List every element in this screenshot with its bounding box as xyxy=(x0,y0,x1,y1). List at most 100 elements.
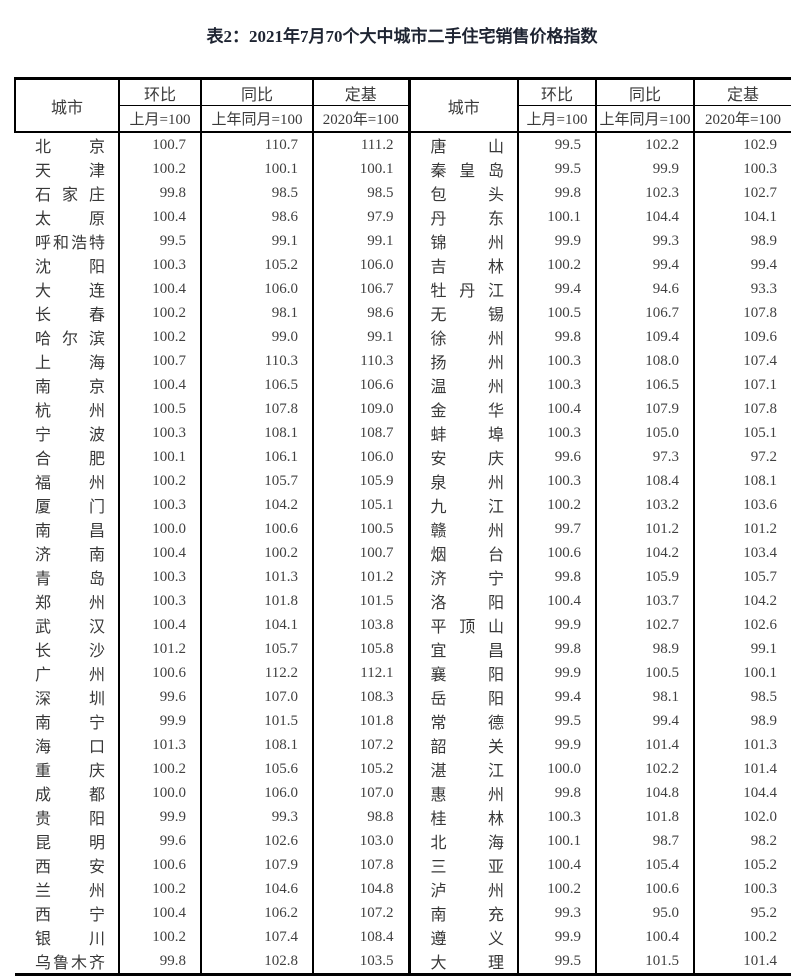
table-row: 宁波 100.3 108.1 108.7 蚌埠 100.3 105.0 105.1 xyxy=(15,421,791,445)
left-base-cell: 98.8 xyxy=(312,805,409,829)
table-row: 深圳 99.6 107.0 108.3 岳阳 99.4 98.1 98.5 xyxy=(15,685,791,709)
right-city-cell: 包头 xyxy=(407,181,518,205)
left-city-cell: 厦门 xyxy=(35,499,105,516)
left-yoy-cell: 105.7 xyxy=(200,637,313,661)
left-yoy-cell: 106.0 xyxy=(200,277,313,301)
table-row: 广州 100.6 112.2 112.1 襄阳 99.9 100.5 100.1 xyxy=(15,661,791,685)
left-yoy-cell: 100.6 xyxy=(200,517,313,541)
right-base-cell: 99.4 xyxy=(693,253,791,277)
right-base-cell: 101.4 xyxy=(693,757,791,781)
header-city-left: 城市 xyxy=(14,78,119,133)
left-mom-cell: 100.1 xyxy=(118,445,201,469)
left-yoy-cell: 104.6 xyxy=(200,877,313,901)
right-base-cell: 101.3 xyxy=(693,733,791,757)
right-yoy-cell: 106.5 xyxy=(595,373,694,397)
right-city-cell: 烟台 xyxy=(407,541,518,565)
right-yoy-cell: 107.9 xyxy=(595,397,694,421)
page-title: 表2：2021年7月70个大中城市二手住宅销售价格指数 xyxy=(206,27,598,46)
left-city-cell: 哈尔滨 xyxy=(35,331,105,348)
table-row: 昆明 99.6 102.6 103.0 北海 100.1 98.7 98.2 xyxy=(15,829,791,853)
right-yoy-cell: 101.2 xyxy=(595,517,694,541)
left-mom-cell: 99.6 xyxy=(118,685,201,709)
left-mom-cell: 100.4 xyxy=(118,901,201,925)
right-mom-cell: 99.8 xyxy=(517,637,596,661)
left-city-cell: 合肥 xyxy=(35,451,105,468)
right-base-cell: 95.2 xyxy=(693,901,791,925)
right-yoy-cell: 98.9 xyxy=(595,637,694,661)
left-base-cell: 105.2 xyxy=(312,757,409,781)
table-row: 沈阳 100.3 105.2 106.0 吉林 100.2 99.4 99.4 xyxy=(15,253,791,277)
left-mom-cell: 100.2 xyxy=(118,157,201,181)
right-yoy-cell: 101.8 xyxy=(595,805,694,829)
left-base-cell: 106.6 xyxy=(312,373,409,397)
header-group-row: 城市 环比 同比 定基 城市 环比 同比 定基 xyxy=(14,78,791,133)
left-base-cell: 100.7 xyxy=(312,541,409,565)
right-mom-cell: 100.5 xyxy=(517,301,596,325)
table-row: 大连 100.4 106.0 106.7 牡丹江 99.4 94.6 93.3 xyxy=(15,277,791,301)
right-mom-cell: 99.9 xyxy=(517,925,596,949)
table-row: 石家庄 99.8 98.5 98.5 包头 99.8 102.3 102.7 xyxy=(15,181,791,205)
left-city-cell: 武汉 xyxy=(35,619,105,636)
left-mom-cell: 100.2 xyxy=(118,925,201,949)
left-base-cell: 109.0 xyxy=(312,397,409,421)
table-row: 兰州 100.2 104.6 104.8 泸州 100.2 100.6 100.3 xyxy=(15,877,791,901)
right-mom-cell: 99.7 xyxy=(517,517,596,541)
left-city-cell: 上海 xyxy=(35,355,105,372)
table-row: 南宁 99.9 101.5 101.8 常德 99.5 99.4 98.9 xyxy=(15,709,791,733)
right-base-cell: 107.1 xyxy=(693,373,791,397)
right-yoy-cell: 104.8 xyxy=(595,781,694,805)
left-base-cell: 103.5 xyxy=(312,949,409,975)
right-mom-cell: 100.3 xyxy=(517,349,596,373)
right-mom-cell: 100.6 xyxy=(517,541,596,565)
right-base-cell: 98.9 xyxy=(693,709,791,733)
left-city-cell: 青岛 xyxy=(35,571,105,588)
right-city-cell: 赣州 xyxy=(407,517,518,541)
left-yoy-cell: 98.1 xyxy=(200,301,313,325)
table-row: 长春 100.2 98.1 98.6 无锡 100.5 106.7 107.8 xyxy=(15,301,791,325)
right-mom-cell: 100.4 xyxy=(517,589,596,613)
table-row: 乌鲁木齐 99.8 102.8 103.5 大理 99.5 101.5 101.4 xyxy=(15,949,791,975)
left-yoy-cell: 107.0 xyxy=(200,685,313,709)
right-yoy-cell: 94.6 xyxy=(595,277,694,301)
right-base-cell: 100.3 xyxy=(693,877,791,901)
left-city-cell: 呼和浩特 xyxy=(35,235,105,252)
right-base-cell: 103.4 xyxy=(693,541,791,565)
right-base-cell: 102.7 xyxy=(693,181,791,205)
right-mom-cell: 99.4 xyxy=(517,685,596,709)
left-yoy-cell: 99.0 xyxy=(200,325,313,349)
right-city-cell: 唐山 xyxy=(407,132,518,157)
left-city-cell: 成都 xyxy=(35,787,105,804)
right-yoy-cell: 99.9 xyxy=(595,157,694,181)
left-mom-cell: 100.6 xyxy=(118,661,201,685)
header-base-left: 定基 xyxy=(312,78,409,106)
left-base-cell: 107.2 xyxy=(312,733,409,757)
left-city-cell: 沈阳 xyxy=(35,259,105,276)
left-mom-cell: 100.3 xyxy=(118,565,201,589)
left-mom-cell: 100.7 xyxy=(118,132,201,157)
left-mom-cell: 101.2 xyxy=(118,637,201,661)
right-city-cell: 岳阳 xyxy=(407,685,518,709)
right-base-cell: 100.2 xyxy=(693,925,791,949)
right-base-cell: 102.0 xyxy=(693,805,791,829)
right-city-cell: 丹东 xyxy=(407,205,518,229)
right-base-cell: 103.6 xyxy=(693,493,791,517)
left-yoy-cell: 98.5 xyxy=(200,181,313,205)
left-yoy-cell: 110.7 xyxy=(200,132,313,157)
left-base-cell: 103.8 xyxy=(312,613,409,637)
right-base-cell: 102.6 xyxy=(693,613,791,637)
left-yoy-cell: 99.1 xyxy=(200,229,313,253)
left-yoy-cell: 105.6 xyxy=(200,757,313,781)
left-yoy-cell: 107.4 xyxy=(200,925,313,949)
table-row: 北京 100.7 110.7 111.2 唐山 99.5 102.2 102.9 xyxy=(15,132,791,157)
right-yoy-cell: 98.7 xyxy=(595,829,694,853)
left-mom-cell: 100.2 xyxy=(118,469,201,493)
right-city-cell: 大理 xyxy=(407,949,518,975)
right-mom-cell: 99.5 xyxy=(517,949,596,975)
left-city-cell: 南京 xyxy=(35,379,105,396)
left-city-cell: 济南 xyxy=(35,547,105,564)
right-city-cell: 徐州 xyxy=(407,325,518,349)
right-yoy-cell: 97.3 xyxy=(595,445,694,469)
left-mom-cell: 100.7 xyxy=(118,349,201,373)
right-city-cell: 惠州 xyxy=(407,781,518,805)
table-row: 武汉 100.4 104.1 103.8 平顶山 99.9 102.7 102.6 xyxy=(15,613,791,637)
